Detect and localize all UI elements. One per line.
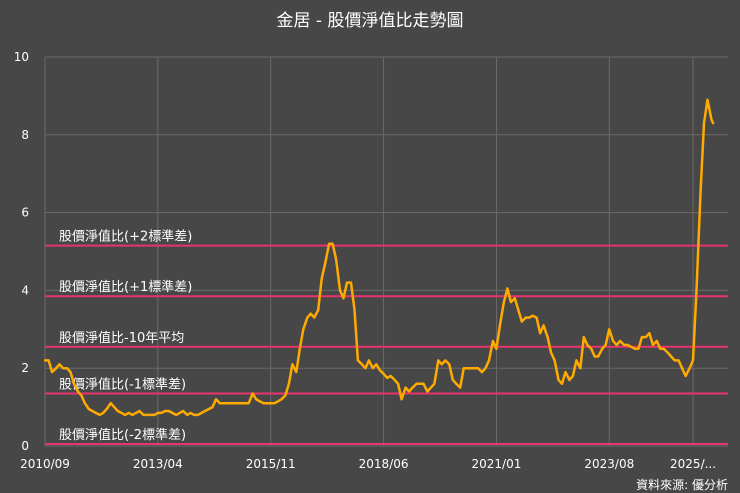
grid [44, 56, 728, 447]
x-tick-label: 2010/09 [20, 457, 70, 471]
x-tick-label: 2015/11 [246, 457, 296, 471]
y-tick-label: 2 [21, 361, 29, 375]
reference-line-label: 股價淨值比(+1標準差) [59, 279, 192, 295]
reference-bands: 股價淨值比(+2標準差) 股價淨值比(+1標準差) 股價淨值比-10年平均股價淨值比… [45, 229, 728, 446]
x-tick-label: 2018/06 [359, 457, 409, 471]
y-tick-label: 8 [21, 128, 29, 142]
reference-line-label: 股價淨值比-10年平均 [59, 330, 184, 346]
x-tick-label: 2013/04 [133, 457, 183, 471]
axes: 0 2 4 6 8 10 2010/09 2013/04 2015/11 2018/06 2021/… [14, 50, 716, 471]
y-tick-label: 10 [14, 50, 29, 64]
y-tick-label: 0 [21, 439, 29, 453]
series-line [43, 98, 715, 417]
series [43, 98, 715, 417]
x-tick-label: 2025/... [670, 457, 716, 471]
y-tick-label: 4 [21, 283, 29, 297]
x-tick-label: 2023/08 [584, 457, 634, 471]
chart-title: 金居 - 股價淨值比走勢圖 [277, 11, 464, 31]
reference-line-label: 股價淨值比(-1標準差) [59, 376, 186, 392]
y-tick-label: 6 [21, 206, 29, 220]
x-tick-label: 2021/01 [472, 457, 522, 471]
source-note: 資料來源: 優分析 [636, 478, 728, 492]
reference-line-label: 股價淨值比(-2標準差) [59, 427, 186, 443]
reference-line-label: 股價淨值比(+2標準差) [59, 229, 192, 245]
